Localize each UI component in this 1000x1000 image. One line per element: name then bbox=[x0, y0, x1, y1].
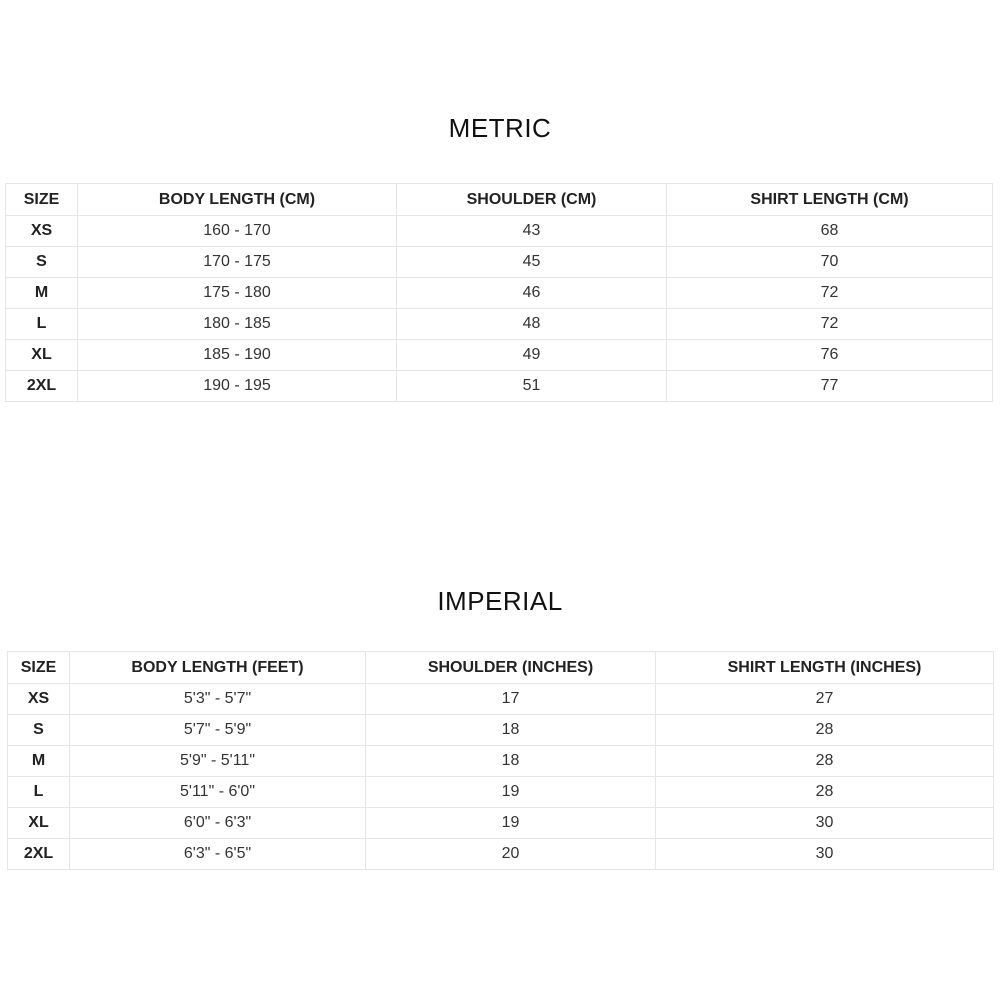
table-row: XS 160 - 170 43 68 bbox=[5, 215, 993, 247]
column-header: SHOULDER (CM) bbox=[396, 183, 667, 216]
value-cell: 5'11" - 6'0" bbox=[69, 776, 366, 808]
table-header-row: SIZE BODY LENGTH (CM) SHOULDER (CM) SHIRT L… bbox=[5, 183, 993, 216]
table-row: M 5'9" - 5'11" 18 28 bbox=[7, 745, 994, 777]
column-header: SHIRT LENGTH (CM) bbox=[666, 183, 993, 216]
column-header: BODY LENGTH (CM) bbox=[77, 183, 397, 216]
size-cell: XL bbox=[5, 339, 78, 371]
value-cell: 30 bbox=[655, 838, 994, 870]
size-cell: XL bbox=[7, 807, 70, 839]
value-cell: 43 bbox=[396, 215, 667, 247]
value-cell: 190 - 195 bbox=[77, 370, 397, 402]
value-cell: 72 bbox=[666, 308, 993, 340]
value-cell: 170 - 175 bbox=[77, 246, 397, 278]
value-cell: 70 bbox=[666, 246, 993, 278]
size-cell: XS bbox=[5, 215, 78, 247]
column-header: BODY LENGTH (FEET) bbox=[69, 651, 366, 684]
imperial-size-table: SIZE BODY LENGTH (FEET) SHOULDER (INCHES) S… bbox=[7, 651, 994, 870]
value-cell: 30 bbox=[655, 807, 994, 839]
value-cell: 5'3" - 5'7" bbox=[69, 683, 366, 715]
table-row: S 5'7" - 5'9" 18 28 bbox=[7, 714, 994, 746]
value-cell: 5'7" - 5'9" bbox=[69, 714, 366, 746]
size-cell: L bbox=[7, 776, 70, 808]
table-row: S 170 - 175 45 70 bbox=[5, 246, 993, 278]
value-cell: 27 bbox=[655, 683, 994, 715]
value-cell: 19 bbox=[365, 807, 656, 839]
value-cell: 160 - 170 bbox=[77, 215, 397, 247]
column-header: SHOULDER (INCHES) bbox=[365, 651, 656, 684]
value-cell: 6'0" - 6'3" bbox=[69, 807, 366, 839]
imperial-title: IMPERIAL bbox=[437, 586, 563, 616]
size-cell: XS bbox=[7, 683, 70, 715]
column-header: SHIRT LENGTH (INCHES) bbox=[655, 651, 994, 684]
value-cell: 28 bbox=[655, 776, 994, 808]
size-cell: S bbox=[7, 714, 70, 746]
value-cell: 20 bbox=[365, 838, 656, 870]
value-cell: 76 bbox=[666, 339, 993, 371]
value-cell: 185 - 190 bbox=[77, 339, 397, 371]
column-header: SIZE bbox=[7, 651, 70, 684]
value-cell: 51 bbox=[396, 370, 667, 402]
value-cell: 72 bbox=[666, 277, 993, 309]
value-cell: 48 bbox=[396, 308, 667, 340]
value-cell: 45 bbox=[396, 246, 667, 278]
value-cell: 77 bbox=[666, 370, 993, 402]
value-cell: 49 bbox=[396, 339, 667, 371]
metric-title: METRIC bbox=[448, 113, 552, 143]
value-cell: 28 bbox=[655, 745, 994, 777]
value-cell: 175 - 180 bbox=[77, 277, 397, 309]
size-cell: 2XL bbox=[5, 370, 78, 402]
metric-size-table: SIZE BODY LENGTH (CM) SHOULDER (CM) SHIRT L… bbox=[5, 183, 993, 402]
table-header-row: SIZE BODY LENGTH (FEET) SHOULDER (INCHES) S… bbox=[7, 651, 994, 684]
table-row: XS 5'3" - 5'7" 17 27 bbox=[7, 683, 994, 715]
value-cell: 5'9" - 5'11" bbox=[69, 745, 366, 777]
size-cell: M bbox=[7, 745, 70, 777]
table-row: L 180 - 185 48 72 bbox=[5, 308, 993, 340]
value-cell: 18 bbox=[365, 745, 656, 777]
size-cell: S bbox=[5, 246, 78, 278]
table-row: L 5'11" - 6'0" 19 28 bbox=[7, 776, 994, 808]
value-cell: 68 bbox=[666, 215, 993, 247]
value-cell: 19 bbox=[365, 776, 656, 808]
table-row: 2XL 190 - 195 51 77 bbox=[5, 370, 993, 402]
value-cell: 6'3" - 6'5" bbox=[69, 838, 366, 870]
table-row: 2XL 6'3" - 6'5" 20 30 bbox=[7, 838, 994, 870]
value-cell: 18 bbox=[365, 714, 656, 746]
column-header: SIZE bbox=[5, 183, 78, 216]
value-cell: 180 - 185 bbox=[77, 308, 397, 340]
table-row: XL 6'0" - 6'3" 19 30 bbox=[7, 807, 994, 839]
table-row: M 175 - 180 46 72 bbox=[5, 277, 993, 309]
table-row: XL 185 - 190 49 76 bbox=[5, 339, 993, 371]
value-cell: 28 bbox=[655, 714, 994, 746]
value-cell: 46 bbox=[396, 277, 667, 309]
size-cell: L bbox=[5, 308, 78, 340]
size-cell: 2XL bbox=[7, 838, 70, 870]
value-cell: 17 bbox=[365, 683, 656, 715]
size-cell: M bbox=[5, 277, 78, 309]
